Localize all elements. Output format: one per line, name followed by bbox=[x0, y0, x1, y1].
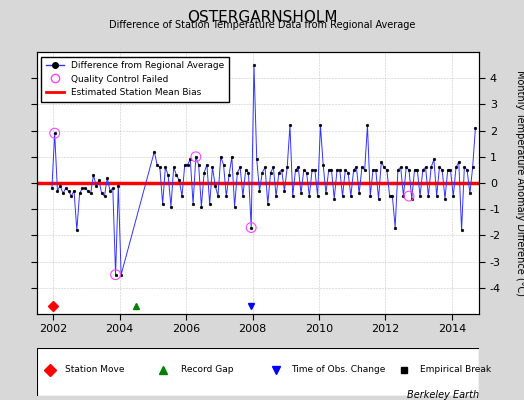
Text: OSTERGARNSHOLM: OSTERGARNSHOLM bbox=[187, 10, 337, 25]
Text: Difference of Station Temperature Data from Regional Average: Difference of Station Temperature Data f… bbox=[109, 20, 415, 30]
Legend: Difference from Regional Average, Quality Control Failed, Estimated Station Mean: Difference from Regional Average, Qualit… bbox=[41, 56, 229, 102]
Y-axis label: Monthly Temperature Anomaly Difference (°C): Monthly Temperature Anomaly Difference (… bbox=[515, 70, 524, 296]
Point bbox=[192, 154, 200, 160]
Point bbox=[405, 193, 413, 199]
Point bbox=[50, 130, 59, 136]
Point bbox=[112, 272, 120, 278]
Text: Station Move: Station Move bbox=[66, 365, 125, 374]
Text: Berkeley Earth: Berkeley Earth bbox=[407, 390, 479, 400]
Text: Empirical Break: Empirical Break bbox=[420, 365, 491, 374]
Text: Record Gap: Record Gap bbox=[181, 365, 233, 374]
Text: Time of Obs. Change: Time of Obs. Change bbox=[291, 365, 386, 374]
Point bbox=[247, 224, 255, 231]
